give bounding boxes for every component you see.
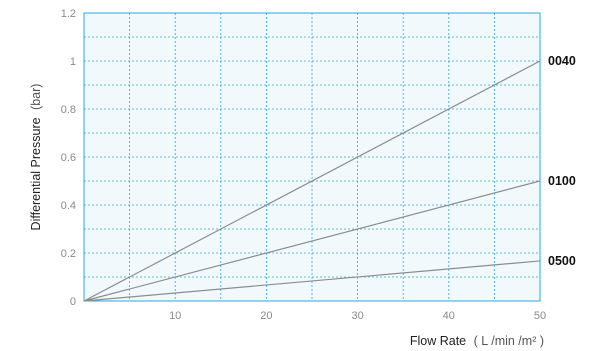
series-line-0500 [83,260,541,302]
y-tick-label: 0.4 [61,200,76,212]
series-line-0100 [83,180,541,302]
y-axis-title-unit: (bar) [29,84,43,110]
y-tick-label: 1.2 [61,8,76,20]
y-axis-title: Differential Pressure (bar) [29,84,43,231]
x-axis-title-main: Flow Rate [410,334,466,348]
plot-frame [83,12,541,302]
x-tick-label: 10 [169,310,181,322]
x-axis-title: Flow Rate ( L /min /m² ) [410,334,544,348]
series-label-0500: 0500 [548,254,576,268]
series-line-0040 [83,60,541,302]
y-tick-label: 0.6 [61,152,76,164]
y-tick-label: 1 [70,56,76,68]
x-axis-title-unit: ( L /min /m² ) [474,334,544,348]
y-tick-label: 0 [70,296,76,308]
series-label-0100: 0100 [548,174,576,188]
x-tick-label: 50 [534,310,546,322]
y-tick-label: 0.8 [61,104,76,116]
x-tick-label: 20 [260,310,272,322]
x-tick-label: 40 [443,310,455,322]
y-tick-label: 0.2 [61,248,76,260]
x-tick-label: 30 [351,310,363,322]
y-axis-title-main: Differential Pressure [29,117,43,230]
series-label-0040: 0040 [548,54,576,68]
